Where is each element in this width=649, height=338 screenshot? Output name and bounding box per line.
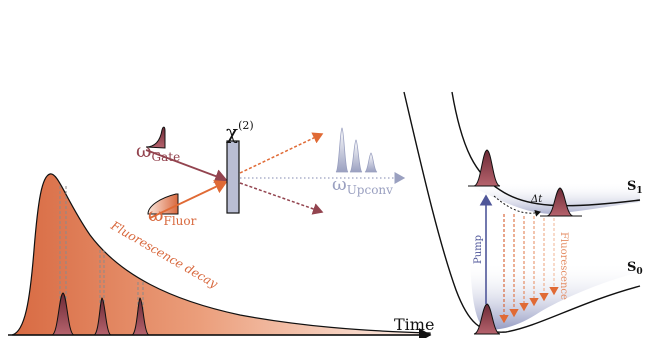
s1-initial-wavepacket [473, 149, 501, 187]
omega-upconv-label: ωUpconv [332, 174, 393, 197]
omega-symbol: ω [148, 204, 164, 226]
pump-label: Pump [473, 235, 484, 264]
fluor-beam-out [239, 132, 324, 174]
fluor-subscript: Fluor [164, 214, 197, 228]
omega-gate-label: ωGate [136, 140, 180, 164]
upconv-subscript: Upconv [347, 183, 393, 197]
s0-wavepacket [473, 303, 501, 335]
state-s: S [627, 260, 636, 275]
s1-relaxed-wavepacket [546, 187, 574, 217]
s1-state-label: S1 [627, 179, 643, 196]
time-axis-label: Time [394, 315, 434, 334]
fluor-beam-in [149, 180, 228, 219]
chi-symbol: χ [226, 120, 238, 144]
upconverted-pulses [335, 127, 378, 173]
gate-input-pulse [145, 126, 166, 149]
gate-pulses [51, 292, 150, 336]
nonlinear-crystal [226, 140, 240, 214]
fluorescence-emission-arrows [499, 214, 559, 324]
gate-subscript: Gate [152, 150, 181, 164]
chi-2-label: χ(2) [226, 119, 254, 144]
s0-state-label: S0 [627, 260, 643, 277]
relaxation-arrow [493, 195, 541, 217]
state-s: S [627, 179, 636, 194]
chi-order: (2) [238, 119, 254, 132]
gate-beam-out [239, 182, 324, 215]
s0-potential-curve [403, 91, 641, 333]
s0-subscript: 0 [636, 267, 642, 277]
s1-band [462, 182, 640, 214]
s0-band [470, 262, 640, 330]
delta-t-label: Δt [530, 194, 543, 205]
omega-symbol: ω [332, 174, 347, 195]
omega-symbol: ω [136, 140, 152, 162]
fluorescence-label: Fluorescence [558, 232, 569, 300]
s1-subscript: 1 [636, 186, 642, 196]
fluorescence-decay-curve [11, 173, 431, 336]
omega-fluor-label: ωFluor [148, 204, 197, 228]
gate-beam-in [145, 149, 228, 183]
s1-potential-curve [451, 91, 641, 207]
